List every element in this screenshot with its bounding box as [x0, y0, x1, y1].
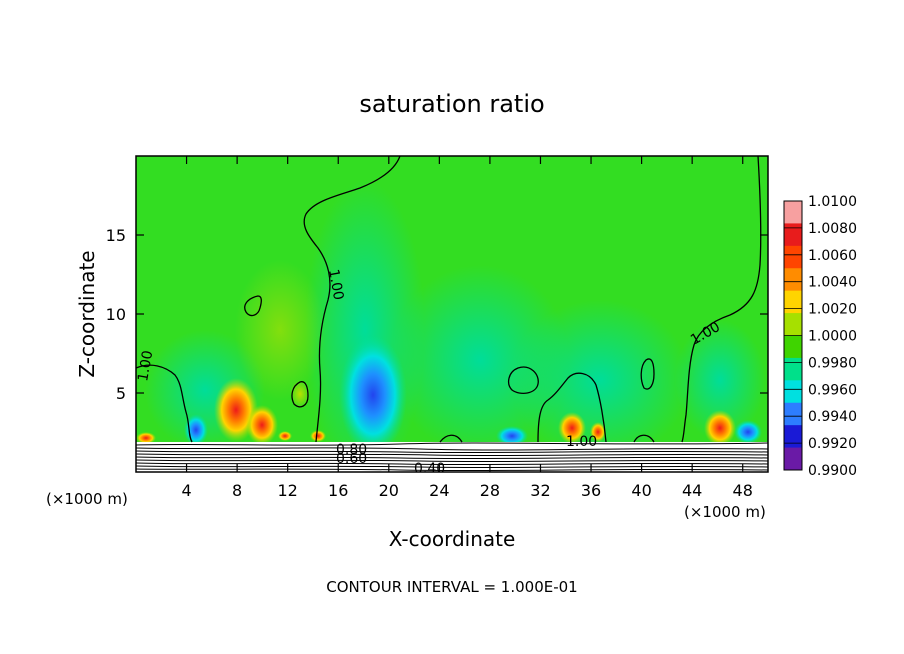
colorbar-label: 1.0060 — [808, 248, 857, 264]
plot-area: 1.00 1.00 1.00 1.00 0.80 0.60 0.40 — [135, 156, 768, 477]
colorbar-swatch — [784, 245, 802, 269]
contour-interval: CONTOUR INTERVAL = 1.000E-01 — [326, 578, 577, 596]
colorbar-swatch — [784, 357, 802, 381]
colorbar-swatch — [784, 380, 802, 404]
x-tick-label: 4 — [181, 481, 191, 500]
x-tick-label: 32 — [530, 481, 550, 500]
colorbar-label: 1.0020 — [808, 302, 857, 318]
colorbar-swatch — [784, 290, 802, 314]
x-tick-label: 28 — [480, 481, 500, 500]
x-tick-label: 40 — [631, 481, 651, 500]
colorbar-label: 0.9940 — [808, 409, 857, 425]
contour-label: 1.00 — [135, 349, 156, 382]
x-axis: 4 8 12 16 20 24 28 32 36 40 44 48 — [181, 156, 753, 500]
x-tick-label: 16 — [328, 481, 348, 500]
x-tick-label: 44 — [682, 481, 702, 500]
x-tick-label: 20 — [379, 481, 399, 500]
x-tick-label: 12 — [278, 481, 298, 500]
colorbar-swatch — [784, 313, 802, 336]
colorbar-label: 1.0080 — [808, 221, 857, 237]
y-axis-label: Z-coordinate — [75, 250, 99, 377]
x-tick-label: 8 — [232, 481, 242, 500]
x-tick-label: 48 — [733, 481, 753, 500]
colorbar: 1.0100 1.0080 1.0060 1.0040 1.0020 1.0000 0.99… — [783, 194, 857, 479]
contour-label: 1.00 — [566, 434, 597, 450]
contour-label: 0.40 — [414, 461, 445, 477]
x-unit-right: (×1000 m) — [684, 503, 766, 521]
y-axis: 5 10 15 — [106, 226, 768, 403]
supersaturated-peaks — [136, 378, 736, 446]
colorbar-swatch — [784, 201, 802, 224]
y-tick-label: 5 — [116, 384, 126, 403]
y-tick-label: 15 — [106, 226, 126, 245]
saturation-contours — [136, 156, 762, 443]
colorbar-swatch — [784, 268, 802, 292]
colorbar-swatch — [784, 447, 802, 471]
colorbar-label: 0.9900 — [808, 463, 857, 479]
x-unit-left: (×1000 m) — [46, 490, 128, 508]
contour-label: 0.80 — [336, 442, 367, 458]
colorbar-label: 0.9920 — [808, 436, 857, 452]
colorbar-swatch — [784, 223, 802, 247]
colorbar-swatch — [784, 402, 802, 426]
colorbar-label: 1.0000 — [808, 329, 857, 345]
colorbar-label: 0.9960 — [808, 382, 857, 398]
boundary-layer-contours — [136, 442, 768, 472]
x-tick-label: 36 — [581, 481, 601, 500]
colorbar-swatch — [784, 335, 802, 359]
contour-label: 0.60 — [336, 451, 367, 467]
colorbar-swatch — [784, 425, 802, 449]
chart-title: saturation ratio — [359, 90, 544, 118]
contour-label: 1.00 — [325, 268, 346, 301]
x-tick-label: 24 — [429, 481, 449, 500]
y-tick-label: 10 — [106, 305, 126, 324]
x-axis-label: X-coordinate — [389, 527, 516, 551]
colorbar-label: 0.9980 — [808, 355, 857, 371]
colorbar-label: 1.0100 — [808, 194, 857, 210]
dry-core — [184, 335, 762, 455]
colorbar-label: 1.0040 — [808, 275, 857, 291]
